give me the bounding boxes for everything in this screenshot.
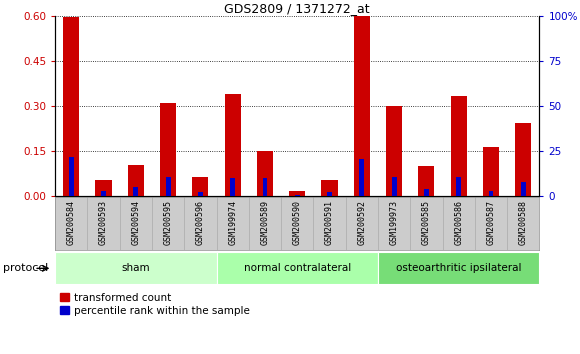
Legend: transformed count, percentile rank within the sample: transformed count, percentile rank withi…: [60, 293, 250, 316]
Bar: [216, 252, 378, 284]
Text: GSM199974: GSM199974: [228, 200, 237, 245]
Bar: [101, 191, 106, 196]
Text: osteoarthritic ipsilateral: osteoarthritic ipsilateral: [396, 263, 521, 273]
Text: GSM200595: GSM200595: [164, 200, 173, 245]
Text: GSM199973: GSM199973: [390, 200, 398, 245]
Bar: [289, 191, 305, 196]
Text: GSM200591: GSM200591: [325, 200, 334, 245]
Bar: [354, 15, 370, 196]
Bar: [198, 192, 203, 196]
Bar: [160, 103, 176, 196]
Bar: [128, 165, 144, 196]
Bar: [483, 147, 499, 196]
Bar: [63, 17, 79, 196]
Bar: [257, 152, 273, 196]
Bar: [521, 182, 525, 196]
Bar: [224, 94, 241, 196]
Text: GSM200592: GSM200592: [357, 200, 367, 245]
Text: GSM200589: GSM200589: [260, 200, 270, 245]
Bar: [424, 189, 429, 196]
Text: GSM200594: GSM200594: [131, 200, 140, 245]
Title: GDS2809 / 1371272_at: GDS2809 / 1371272_at: [224, 2, 370, 15]
Text: GSM200588: GSM200588: [519, 200, 528, 245]
Bar: [392, 177, 397, 196]
Bar: [360, 159, 364, 196]
Text: GSM200585: GSM200585: [422, 200, 431, 245]
Bar: [378, 252, 539, 284]
Text: normal contralateral: normal contralateral: [244, 263, 351, 273]
Bar: [386, 106, 402, 196]
Bar: [133, 188, 138, 196]
Text: GSM200586: GSM200586: [454, 200, 463, 245]
Bar: [418, 166, 434, 196]
Bar: [451, 96, 467, 196]
Bar: [193, 177, 208, 196]
Bar: [230, 178, 235, 196]
Text: protocol: protocol: [3, 263, 48, 273]
Bar: [488, 191, 494, 196]
Bar: [96, 180, 111, 196]
Text: GSM200587: GSM200587: [487, 200, 495, 245]
Bar: [263, 178, 267, 196]
Bar: [456, 177, 461, 196]
Text: GSM200593: GSM200593: [99, 200, 108, 245]
Bar: [327, 192, 332, 196]
Text: GSM200590: GSM200590: [293, 200, 302, 245]
Bar: [69, 157, 74, 196]
Bar: [295, 195, 300, 196]
Bar: [55, 252, 216, 284]
Bar: [515, 123, 531, 196]
Bar: [321, 180, 338, 196]
Bar: [166, 177, 171, 196]
Text: GSM200584: GSM200584: [67, 200, 76, 245]
Text: GSM200596: GSM200596: [196, 200, 205, 245]
Text: sham: sham: [121, 263, 150, 273]
